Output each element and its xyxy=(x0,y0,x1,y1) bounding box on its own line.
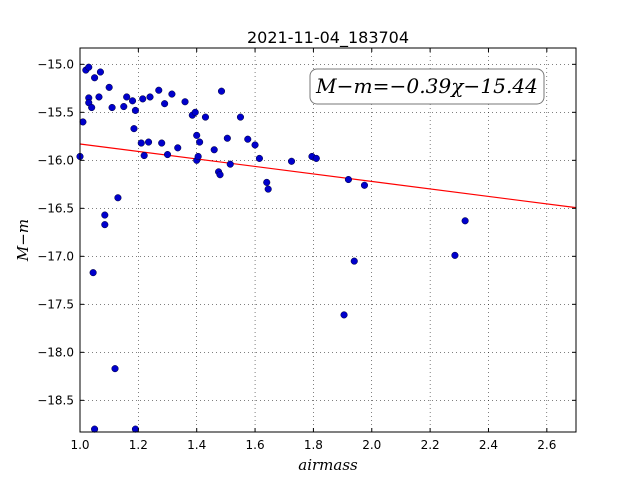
data-point xyxy=(350,257,358,265)
fit-line-layer xyxy=(79,143,577,209)
x-tick-label: 1.2 xyxy=(129,438,148,452)
data-point xyxy=(196,138,204,146)
data-point xyxy=(105,83,113,91)
x-axis-label: airmass xyxy=(298,456,358,474)
y-tick-labels: −15.0 −15.5 −16.0 −16.5 −17.0 −17.5 −18.0 −18.5 xyxy=(37,57,74,407)
data-point xyxy=(181,98,189,106)
data-point xyxy=(131,425,139,433)
data-point xyxy=(163,151,172,159)
data-point xyxy=(223,134,231,142)
data-point xyxy=(193,131,201,139)
fit-equation-text: M−m=−0.39χ−15.44 xyxy=(315,74,538,98)
data-point xyxy=(146,93,154,101)
data-point xyxy=(131,106,139,114)
x-tick-label: 2.4 xyxy=(479,438,498,452)
data-point xyxy=(344,175,352,184)
data-point xyxy=(340,311,348,319)
data-point xyxy=(120,103,128,111)
data-point xyxy=(91,425,99,433)
data-point xyxy=(85,63,93,71)
axis-ticks xyxy=(79,48,576,432)
y-tick-label: −18.0 xyxy=(37,345,74,359)
x-tick-label: 1.4 xyxy=(187,438,206,452)
data-point xyxy=(111,365,119,373)
x-tick-label: 2.2 xyxy=(421,438,440,452)
data-point xyxy=(128,97,137,105)
data-point xyxy=(145,138,153,146)
data-point xyxy=(461,217,469,225)
data-point xyxy=(191,108,199,116)
x-tick-label: 1.8 xyxy=(304,438,323,452)
x-tick-label: 2.6 xyxy=(537,438,556,452)
data-point xyxy=(96,68,104,76)
data-point xyxy=(101,221,109,229)
data-point xyxy=(264,185,272,193)
data-point xyxy=(216,171,224,179)
data-point xyxy=(451,251,459,259)
data-point xyxy=(130,125,138,133)
data-point xyxy=(91,74,99,82)
x-tick-labels: 1.0 1.2 1.4 1.6 1.8 2.0 2.2 2.4 2.6 xyxy=(70,438,556,452)
plot-area-frame xyxy=(79,47,577,433)
data-point xyxy=(101,211,109,219)
y-tick-label: −16.5 xyxy=(37,201,74,215)
data-point xyxy=(312,154,320,162)
y-tick-label: −17.0 xyxy=(37,249,74,263)
x-tick-label: 1.6 xyxy=(246,438,265,452)
data-point xyxy=(360,181,369,189)
y-tick-label: −15.0 xyxy=(37,57,74,71)
data-point xyxy=(251,141,259,149)
data-point xyxy=(161,100,169,108)
data-point xyxy=(137,139,145,147)
fit-equation-frame xyxy=(309,68,545,105)
data-point xyxy=(155,86,163,94)
data-point xyxy=(114,194,122,202)
data-point xyxy=(79,118,87,126)
data-point xyxy=(287,157,296,165)
x-tick-label: 1.0 xyxy=(70,438,89,452)
data-point xyxy=(174,144,182,152)
x-tick-label: 2.0 xyxy=(362,438,381,452)
data-point xyxy=(139,95,147,103)
data-point xyxy=(108,103,116,112)
data-point xyxy=(201,113,210,121)
data-point xyxy=(140,151,148,160)
data-point xyxy=(168,90,176,98)
data-point xyxy=(226,160,234,168)
data-point xyxy=(255,154,263,162)
y-tick-label: −18.5 xyxy=(37,393,74,407)
data-point xyxy=(158,139,166,147)
data-point xyxy=(88,103,96,112)
data-points xyxy=(76,63,469,433)
y-axis-label: M−m xyxy=(14,219,32,262)
data-point xyxy=(89,269,97,277)
y-tick-label: −16.0 xyxy=(37,153,74,167)
data-point xyxy=(263,178,271,186)
y-tick-label: −17.5 xyxy=(37,297,74,311)
data-point xyxy=(217,87,226,95)
fit-line xyxy=(79,143,577,209)
chart-title: 2021-11-04_183704 xyxy=(247,28,409,48)
data-point xyxy=(194,152,202,161)
data-point xyxy=(244,135,252,143)
data-point xyxy=(95,93,103,101)
y-tick-label: −15.5 xyxy=(37,105,74,119)
data-point xyxy=(210,146,218,154)
data-point xyxy=(236,113,245,121)
fit-equation-box: M−m=−0.39χ−15.44 xyxy=(309,68,545,105)
data-point xyxy=(123,93,131,101)
